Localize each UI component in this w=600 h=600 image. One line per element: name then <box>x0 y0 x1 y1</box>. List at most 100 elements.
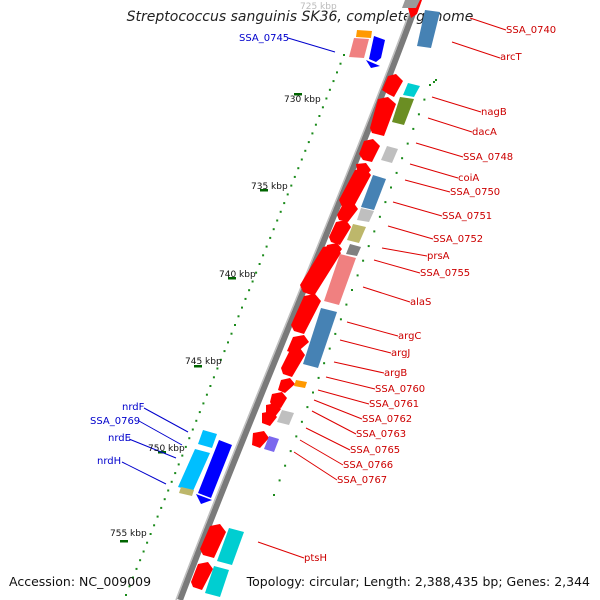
leader-line <box>469 17 507 31</box>
leader-line <box>121 461 167 485</box>
gene-label-argc: argC <box>398 331 422 342</box>
inner-scale-tick <box>205 393 208 396</box>
pink-alas <box>324 254 356 305</box>
gene-label-nagb: nagB <box>481 107 507 118</box>
inner-scale-tick <box>216 367 219 370</box>
gene-nagb <box>382 74 403 97</box>
outer-scale-tick <box>317 376 320 379</box>
inner-scale-tick <box>184 445 187 448</box>
outer-scale-tick <box>328 347 331 350</box>
gene-ptsh <box>200 524 226 558</box>
label-leader-lines <box>121 17 507 559</box>
outer-scale-tick <box>300 420 303 423</box>
gene-label-argj: argJ <box>391 348 411 359</box>
outer-scale-tick <box>345 303 348 306</box>
outer-scale-tick <box>312 391 314 394</box>
darkgrey-prsa <box>346 244 361 256</box>
gene-label-nrde: nrdE <box>108 433 131 444</box>
inner-scale-tick <box>160 506 163 509</box>
gene-ssa-0745-arrow <box>366 60 380 68</box>
inner-scale-tick <box>244 297 247 300</box>
leader-line <box>362 286 411 303</box>
outer-scale-tick <box>429 84 431 86</box>
inner-scale-tick <box>198 411 201 414</box>
leader-line <box>409 163 459 179</box>
gene-label-ssa-0762: SSA_0762 <box>362 414 413 425</box>
reverse-strand-genes <box>196 36 385 504</box>
topology-text: Topology: circular; Length: 2,388,435 bp… <box>246 574 590 589</box>
inner-scale-tick <box>258 263 261 265</box>
inner-scale-tick <box>156 515 159 518</box>
leader-line <box>346 321 399 337</box>
gene-ssa-0748 <box>359 139 380 162</box>
grey-ssa0748 <box>381 146 398 163</box>
inner-scale-tick <box>321 106 324 109</box>
gene-label-daca: dacA <box>472 127 497 138</box>
inner-scale-tick <box>290 184 293 187</box>
inner-scale-tick <box>241 306 243 309</box>
inner-scale-tick <box>230 332 233 335</box>
inner-scale-tick <box>132 576 134 579</box>
leader-line <box>128 438 177 459</box>
inner-scale-tick <box>139 559 142 562</box>
inner-scale-tick <box>336 71 338 74</box>
feature-blocks <box>178 0 440 597</box>
scale-label-730: 730 kbp <box>284 95 321 105</box>
forward-strand-genes <box>191 0 422 590</box>
inner-scale-tick <box>276 219 279 222</box>
outer-scale-tick <box>334 332 337 335</box>
leader-line <box>143 407 189 433</box>
gene-label-ssa-0763: SSA_0763 <box>356 429 407 440</box>
khaki-nrdh <box>179 487 194 496</box>
outer-scale-top-tick <box>433 81 435 83</box>
inner-scale-tick <box>202 402 205 405</box>
leader-line <box>313 399 363 420</box>
backbone-highlight <box>175 0 415 600</box>
gene-label-nrdh: nrdH <box>97 456 122 467</box>
inner-scale-tick <box>272 228 275 231</box>
gene-label-ssa-0769: SSA_0769 <box>90 416 141 427</box>
accession-text: Accession: NC_009009 <box>9 574 152 589</box>
outer-scale-tick <box>323 362 326 365</box>
gene-alas <box>300 245 341 296</box>
inner-scale-tick <box>325 97 328 100</box>
inner-scale-tick <box>304 149 307 152</box>
inner-scale-tick <box>286 193 289 196</box>
inner-scale-tick <box>237 315 240 318</box>
inner-scale-tick <box>251 280 254 283</box>
map-title: Streptococcus sanguinis SK36, complete g… <box>126 9 474 25</box>
outer-scale-tick <box>367 245 370 248</box>
gene-label-ssa-0765: SSA_0765 <box>350 445 401 456</box>
outer-scale-tick <box>356 274 359 277</box>
inner-scale-tick <box>223 350 226 353</box>
inner-scale-tick <box>227 341 229 344</box>
inner-scale-tick <box>170 480 173 483</box>
leader-line <box>451 41 501 59</box>
inner-scale-tick <box>135 567 138 570</box>
grey-ssa0751 <box>357 208 374 222</box>
outer-scale-tick <box>401 157 404 160</box>
outer-scale-tick <box>295 435 298 438</box>
gene-label-alas: alaS <box>410 297 432 308</box>
inner-scale-tick <box>174 472 177 475</box>
scale-label-740: 740 kbp <box>219 270 256 280</box>
cyan-nrdf <box>198 430 217 448</box>
major-tick <box>260 189 268 192</box>
outer-scale-tick <box>417 113 420 116</box>
steelblue-argc <box>303 308 337 368</box>
leader-line <box>333 361 385 374</box>
inner-scale-tick <box>153 524 156 527</box>
inner-scale-tick <box>209 385 212 387</box>
leader-line <box>257 541 305 559</box>
cyan-nagb <box>403 83 420 97</box>
gene-nrdh-arrow <box>196 494 212 504</box>
khaki-ssa0752 <box>347 224 366 243</box>
leader-line <box>404 179 451 193</box>
outer-scale-tick <box>412 127 415 130</box>
inner-scale-tick <box>167 489 170 492</box>
leader-line <box>138 420 183 446</box>
inner-scale-tick <box>163 498 166 501</box>
gene-label-ssa-0761: SSA_0761 <box>369 399 420 410</box>
leader-line <box>373 259 421 274</box>
